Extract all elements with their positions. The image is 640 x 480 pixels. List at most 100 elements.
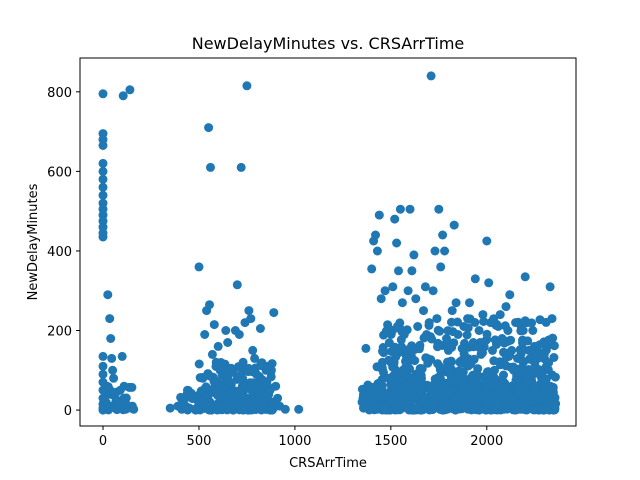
data-point <box>397 392 407 402</box>
data-point <box>259 397 269 407</box>
data-point <box>217 381 227 391</box>
data-point <box>237 382 247 392</box>
data-point <box>371 230 380 240</box>
data-point <box>489 356 499 366</box>
data-point <box>262 377 272 387</box>
data-point <box>447 306 457 316</box>
data-point <box>422 353 432 363</box>
data-point <box>98 351 108 361</box>
data-point <box>472 369 482 379</box>
data-point <box>102 381 112 391</box>
data-point <box>392 400 402 410</box>
data-point <box>401 369 411 379</box>
data-point <box>427 392 437 402</box>
data-point <box>449 220 459 230</box>
data-point <box>225 404 235 414</box>
data-point <box>407 379 417 389</box>
data-point <box>449 396 459 405</box>
data-point <box>501 302 511 312</box>
data-point <box>390 214 400 224</box>
data-point <box>488 345 497 355</box>
x-axis: 0 500 1000 1500 2000 <box>99 426 503 449</box>
y-tick-label: 200 <box>47 325 72 340</box>
data-point <box>528 326 538 335</box>
plot-frame <box>79 57 577 427</box>
x-tick-label: 500 <box>187 434 212 449</box>
data-point <box>526 365 536 375</box>
data-point <box>541 381 551 391</box>
data-point <box>443 345 453 355</box>
data-point <box>451 298 461 308</box>
y-axis: 0 200 400 600 800 <box>47 86 80 419</box>
data-point <box>443 326 453 336</box>
data-point <box>392 238 402 248</box>
data-point <box>433 342 442 352</box>
data-point <box>419 306 428 316</box>
data-point <box>484 278 494 288</box>
data-point <box>436 262 446 272</box>
data-point <box>359 403 369 413</box>
data-point <box>107 353 117 363</box>
data-point <box>520 272 530 282</box>
data-point <box>106 334 116 343</box>
data-point <box>196 397 206 407</box>
data-point <box>250 353 260 363</box>
data-point <box>491 381 501 391</box>
data-point <box>545 282 555 292</box>
data-point <box>548 385 558 395</box>
data-point <box>468 338 478 347</box>
data-point <box>503 326 513 335</box>
data-point <box>462 330 472 340</box>
data-point <box>461 393 471 403</box>
data-point <box>403 286 413 296</box>
data-point <box>466 402 476 412</box>
data-point <box>401 362 411 372</box>
data-point <box>420 282 430 292</box>
data-point <box>243 367 253 377</box>
data-point <box>263 361 273 371</box>
data-point <box>204 123 214 133</box>
data-point <box>98 141 108 150</box>
data-point <box>267 404 277 414</box>
data-point <box>445 402 455 412</box>
data-point <box>104 403 114 413</box>
data-point <box>165 403 175 413</box>
y-tick-label: 600 <box>47 165 72 180</box>
data-point <box>499 370 508 380</box>
data-point <box>428 286 438 296</box>
data-point <box>417 373 426 383</box>
data-point <box>474 405 484 415</box>
x-tick-label: 2000 <box>470 434 503 449</box>
data-point <box>238 405 248 415</box>
data-point <box>374 210 384 220</box>
data-point <box>424 318 434 328</box>
data-point <box>413 322 423 331</box>
data-point <box>378 365 387 375</box>
data-point <box>530 381 540 391</box>
data-point <box>256 404 266 414</box>
data-point <box>434 204 444 214</box>
data-point <box>98 361 108 371</box>
data-point <box>478 310 488 320</box>
data-point <box>227 389 237 399</box>
data-point <box>209 320 219 330</box>
data-point <box>206 162 215 172</box>
data-point <box>280 404 290 414</box>
data-point <box>117 351 127 361</box>
data-point <box>455 357 465 367</box>
data-point <box>378 345 388 355</box>
data-point <box>393 321 403 331</box>
data-point <box>457 381 467 391</box>
data-point <box>252 369 261 379</box>
data-point <box>463 314 473 324</box>
data-point <box>411 294 421 304</box>
data-point <box>480 336 490 346</box>
data-point <box>476 349 486 359</box>
data-point <box>486 318 496 328</box>
data-point <box>430 246 440 256</box>
data-point <box>547 314 557 324</box>
data-point <box>473 394 483 404</box>
data-point <box>465 298 474 308</box>
data-point <box>507 345 517 355</box>
data-point <box>363 389 373 399</box>
